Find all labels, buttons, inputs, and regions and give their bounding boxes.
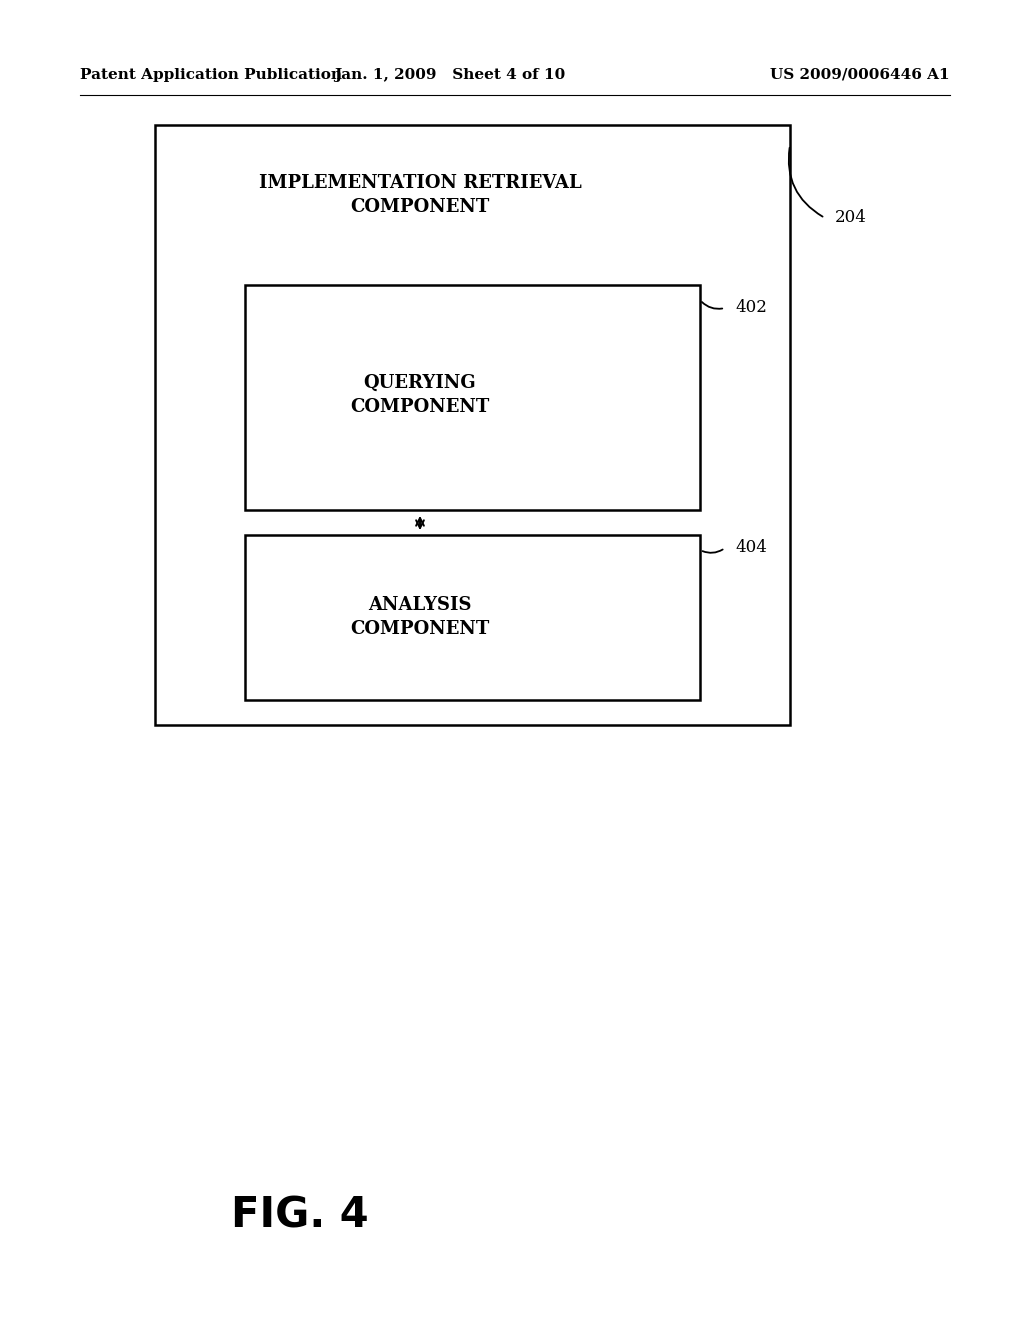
Text: 402: 402 xyxy=(735,300,767,317)
Text: IMPLEMENTATION RETRIEVAL
COMPONENT: IMPLEMENTATION RETRIEVAL COMPONENT xyxy=(259,173,582,216)
Bar xyxy=(155,125,790,725)
Text: Jan. 1, 2009   Sheet 4 of 10: Jan. 1, 2009 Sheet 4 of 10 xyxy=(335,69,565,82)
Text: 404: 404 xyxy=(735,540,767,557)
Text: QUERYING
COMPONENT: QUERYING COMPONENT xyxy=(350,374,489,417)
Bar xyxy=(245,535,700,700)
Text: 204: 204 xyxy=(835,210,867,227)
Text: ANALYSIS
COMPONENT: ANALYSIS COMPONENT xyxy=(350,595,489,639)
Text: FIG. 4: FIG. 4 xyxy=(231,1195,369,1236)
Text: Patent Application Publication: Patent Application Publication xyxy=(80,69,342,82)
Text: US 2009/0006446 A1: US 2009/0006446 A1 xyxy=(770,69,950,82)
Bar xyxy=(245,285,700,510)
